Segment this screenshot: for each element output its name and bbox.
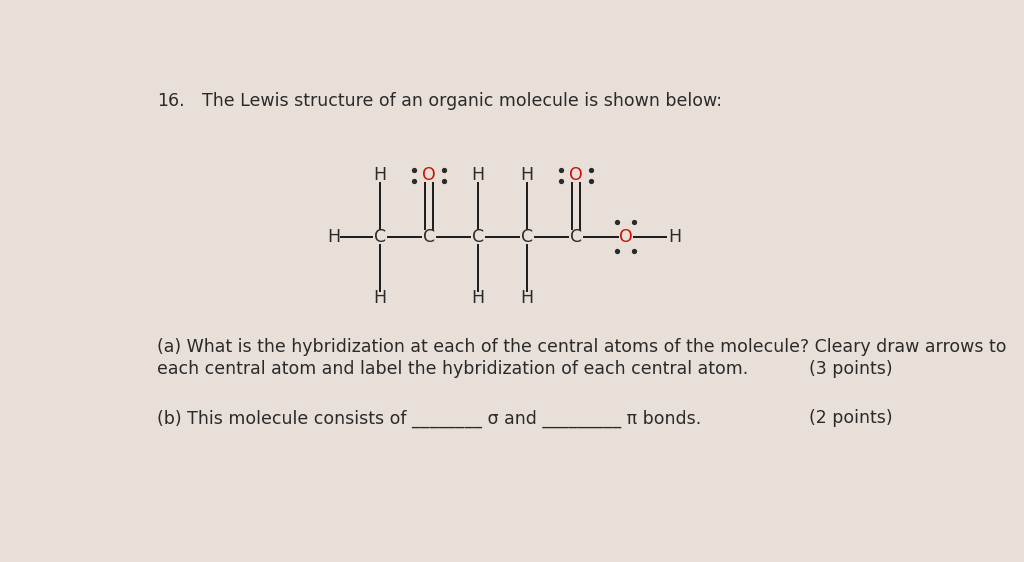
Text: H: H [520, 166, 534, 184]
Text: C: C [423, 228, 435, 246]
Text: (b) This molecule consists of ________ σ and _________ π bonds.: (b) This molecule consists of ________ σ… [158, 409, 701, 428]
Text: H: H [327, 228, 340, 246]
Text: H: H [520, 289, 534, 307]
Text: C: C [472, 228, 484, 246]
Text: C: C [521, 228, 534, 246]
Text: C: C [570, 228, 582, 246]
Text: H: H [374, 166, 386, 184]
Text: H: H [374, 289, 386, 307]
Text: (2 points): (2 points) [809, 409, 892, 427]
Text: O: O [618, 228, 633, 246]
Text: C: C [374, 228, 386, 246]
Text: each central atom and label the hybridization of each central atom.: each central atom and label the hybridiz… [158, 360, 749, 378]
Text: H: H [472, 166, 484, 184]
Text: (a) What is the hybridization at each of the central atoms of the molecule? Clea: (a) What is the hybridization at each of… [158, 338, 1007, 356]
Text: H: H [668, 228, 681, 246]
Text: O: O [569, 166, 583, 184]
Text: The Lewis structure of an organic molecule is shown below:: The Lewis structure of an organic molecu… [202, 92, 722, 110]
Text: H: H [472, 289, 484, 307]
Text: O: O [422, 166, 435, 184]
Text: (3 points): (3 points) [809, 360, 892, 378]
Text: 16.: 16. [158, 92, 185, 110]
